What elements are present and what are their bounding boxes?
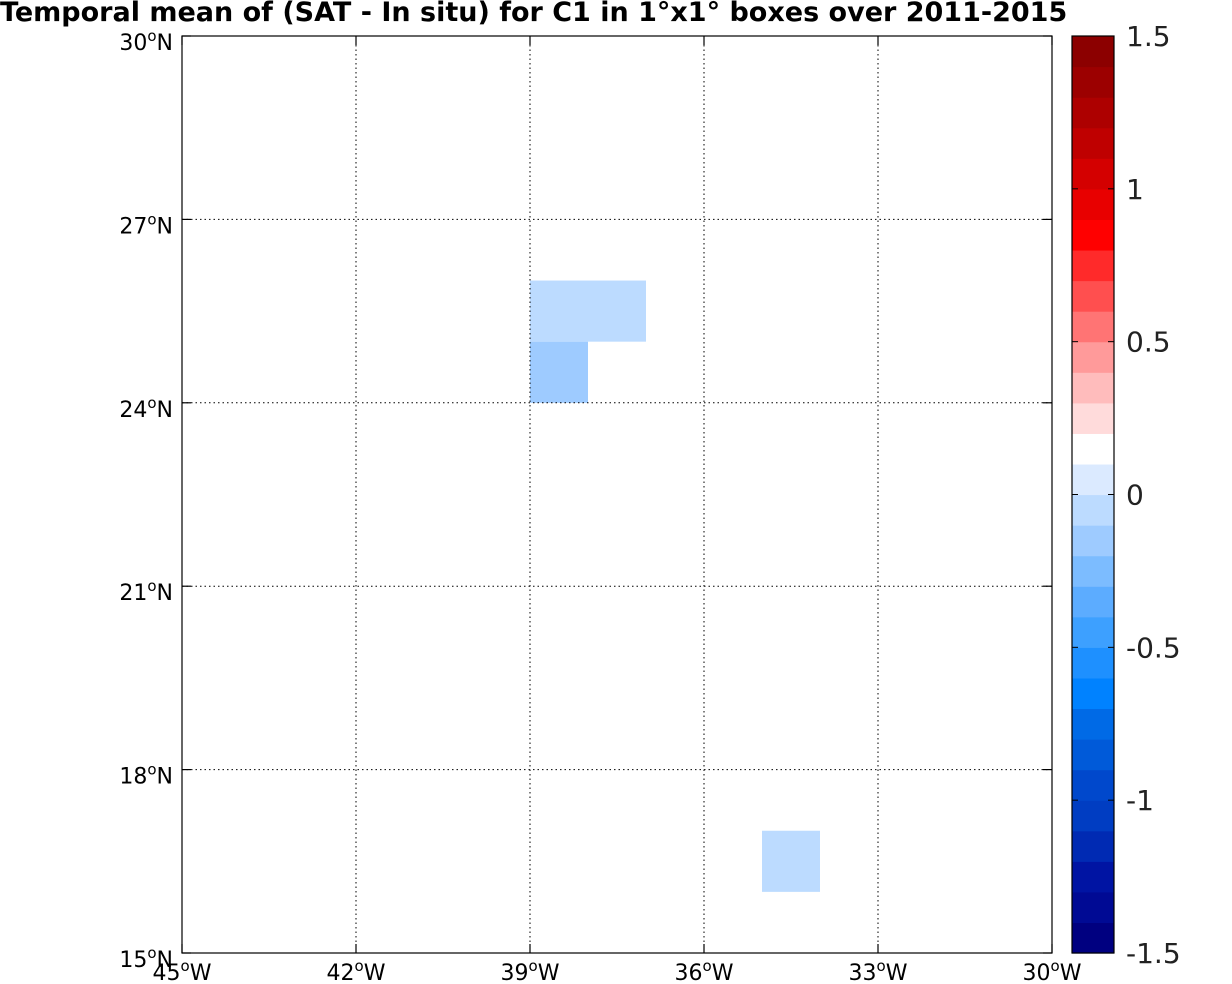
plot-frame xyxy=(181,35,1053,954)
colorbar-tick-label: 1.5 xyxy=(1126,20,1171,53)
data-box xyxy=(588,280,646,342)
colorbar-segment xyxy=(1072,586,1114,618)
colorbar-segment xyxy=(1072,616,1114,648)
colorbar-segment xyxy=(1072,647,1114,679)
colorbar-tick-label: 0.5 xyxy=(1126,326,1171,359)
colorbar-segment xyxy=(1072,127,1114,159)
x-tick-labels: 45oW 42oW 39oW 36oW 33oW 30oW xyxy=(153,957,1082,984)
data-box xyxy=(530,280,588,342)
y-tick-label: 24oN xyxy=(119,394,173,423)
y-tick-label: 18oN xyxy=(119,761,173,790)
data-box xyxy=(530,341,588,403)
x-tick-label: 33oW xyxy=(849,957,908,984)
colorbar-segment xyxy=(1072,433,1114,465)
colorbar-tick-label: -0.5 xyxy=(1126,631,1181,664)
colorbar-tick-label: -1.5 xyxy=(1126,937,1181,970)
colorbar-segment xyxy=(1072,891,1114,924)
colorbar-segment xyxy=(1072,494,1114,526)
gridlines xyxy=(182,36,1052,953)
colorbar-segment xyxy=(1072,677,1114,710)
x-tick-label: 36oW xyxy=(675,957,734,984)
colorbar-segment xyxy=(1072,402,1114,434)
y-tick-label: 27oN xyxy=(119,210,173,239)
colorbar-segment xyxy=(1072,158,1114,190)
colorbar-segment xyxy=(1072,708,1114,740)
colorbar-segment xyxy=(1072,249,1114,282)
colorbar-segment xyxy=(1072,769,1114,801)
colorbar-tick-label: 1 xyxy=(1126,173,1144,206)
colorbar-segment xyxy=(1072,800,1114,832)
colorbar-segment xyxy=(1072,555,1114,587)
colorbar-segment xyxy=(1072,311,1114,343)
x-tick-label: 30oW xyxy=(1023,957,1082,984)
colorbar-segment xyxy=(1072,861,1114,893)
colorbar-tick-label: -1 xyxy=(1126,784,1154,817)
colorbar-segment xyxy=(1072,739,1114,771)
chart-title: Temporal mean of (SAT - In situ) for C1 … xyxy=(0,0,1068,28)
x-tick-label: 39oW xyxy=(501,957,560,984)
colorbar-segment xyxy=(1072,280,1114,312)
y-tick-label: 21oN xyxy=(119,577,173,606)
colorbar-segment xyxy=(1072,922,1114,954)
colorbar-segment xyxy=(1072,525,1114,557)
colorbar-tick-labels: -1.5 -1 -0.5 0 0.5 1 1.5 xyxy=(1126,20,1181,970)
y-tick-labels: 15oN 18oN 21oN 24oN 27oN 30oN xyxy=(119,27,173,973)
colorbar-segment xyxy=(1072,188,1114,220)
colorbar xyxy=(1071,35,1115,954)
x-tick-label: 45oW xyxy=(153,957,212,984)
y-tick-label: 30oN xyxy=(119,27,173,56)
data-boxes xyxy=(530,280,820,892)
colorbar-segment xyxy=(1072,66,1114,98)
colorbar-segment xyxy=(1072,36,1114,68)
data-box xyxy=(762,830,820,892)
x-tick-label: 42oW xyxy=(327,957,386,984)
colorbar-segment xyxy=(1072,341,1114,373)
colorbar-segment xyxy=(1072,463,1114,496)
colorbar-tick-label: 0 xyxy=(1126,479,1144,512)
colorbar-segment xyxy=(1072,830,1114,862)
colorbar-segment xyxy=(1072,97,1114,129)
y-tick-label: 15oN xyxy=(119,944,173,973)
plot-border xyxy=(181,35,1053,954)
colorbar-segment xyxy=(1072,219,1114,251)
colorbar-segment xyxy=(1072,372,1114,404)
